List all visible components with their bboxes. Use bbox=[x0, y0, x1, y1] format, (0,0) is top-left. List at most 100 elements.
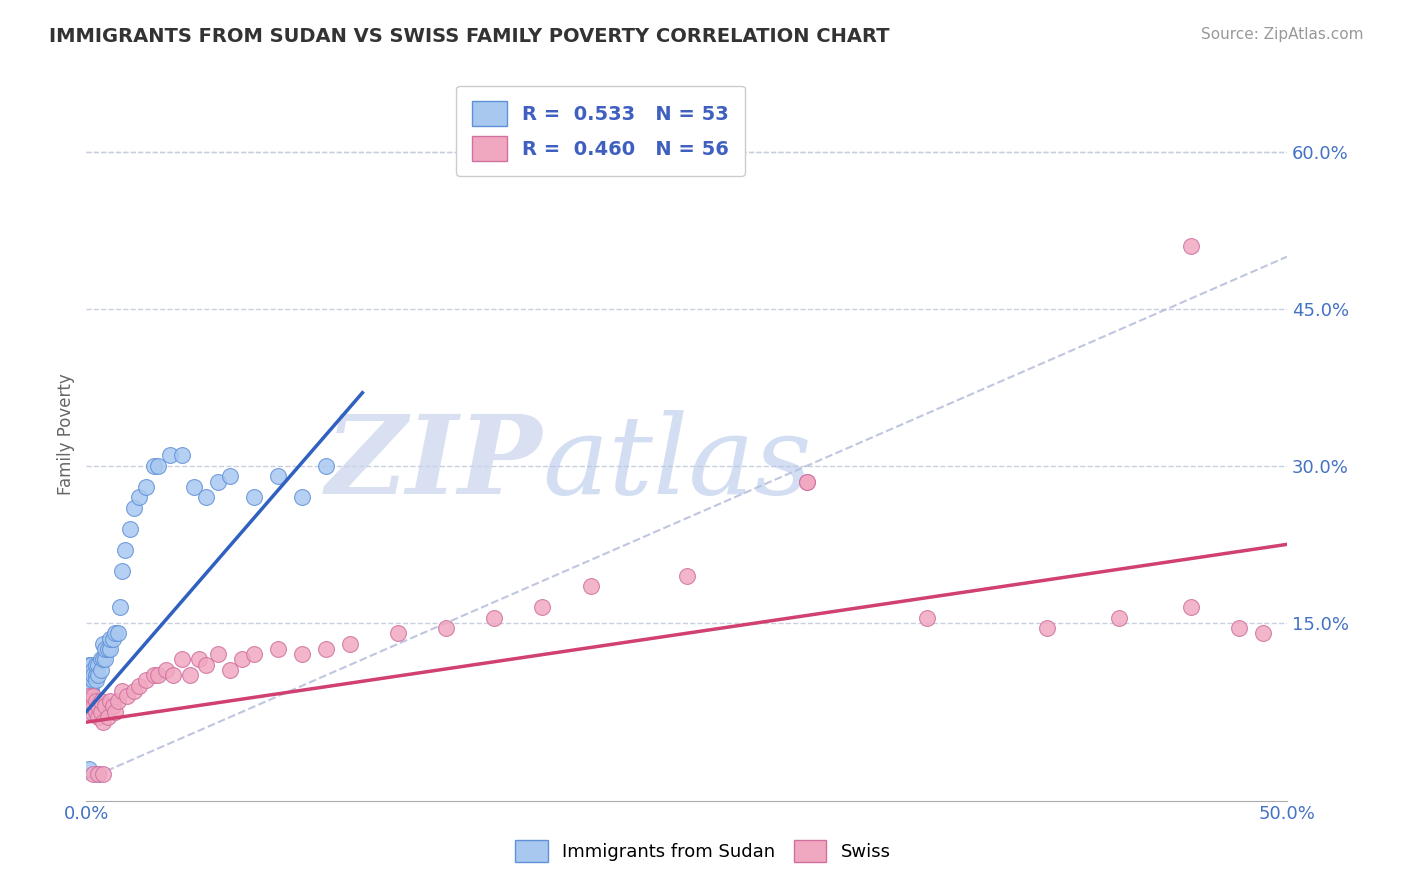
Point bbox=[128, 679, 150, 693]
Point bbox=[124, 500, 146, 515]
Point bbox=[94, 699, 117, 714]
Point bbox=[231, 652, 253, 666]
Point bbox=[77, 699, 100, 714]
Point bbox=[87, 699, 110, 714]
Point bbox=[77, 673, 100, 688]
Point bbox=[82, 668, 104, 682]
Point bbox=[77, 762, 100, 776]
Point bbox=[84, 673, 107, 688]
Point bbox=[77, 683, 100, 698]
Point bbox=[98, 642, 121, 657]
Point bbox=[90, 705, 112, 719]
Point bbox=[84, 694, 107, 708]
Point bbox=[82, 705, 104, 719]
Point bbox=[87, 710, 110, 724]
Point bbox=[172, 652, 194, 666]
Point bbox=[243, 491, 266, 505]
Point bbox=[118, 522, 141, 536]
Point bbox=[135, 480, 157, 494]
Point bbox=[84, 657, 107, 672]
Point bbox=[77, 668, 100, 682]
Point bbox=[87, 767, 110, 781]
Point bbox=[87, 657, 110, 672]
Point bbox=[179, 668, 201, 682]
Point bbox=[315, 642, 337, 657]
Point bbox=[84, 668, 107, 682]
Point bbox=[80, 679, 103, 693]
Point bbox=[107, 694, 129, 708]
Point bbox=[98, 694, 121, 708]
Text: atlas: atlas bbox=[543, 410, 813, 517]
Point bbox=[80, 683, 103, 698]
Point bbox=[915, 610, 938, 624]
Legend: R =  0.533   N = 53, R =  0.460   N = 56: R = 0.533 N = 53, R = 0.460 N = 56 bbox=[456, 86, 745, 177]
Point bbox=[183, 480, 205, 494]
Point bbox=[1035, 621, 1057, 635]
Point bbox=[90, 694, 112, 708]
Point bbox=[90, 652, 112, 666]
Text: Source: ZipAtlas.com: Source: ZipAtlas.com bbox=[1201, 27, 1364, 42]
Point bbox=[207, 475, 229, 489]
Point bbox=[436, 621, 458, 635]
Point bbox=[107, 626, 129, 640]
Point bbox=[1180, 600, 1202, 615]
Point bbox=[188, 652, 211, 666]
Point bbox=[796, 475, 818, 489]
Point bbox=[91, 637, 114, 651]
Point bbox=[80, 694, 103, 708]
Point bbox=[387, 626, 409, 640]
Point bbox=[104, 705, 127, 719]
Point bbox=[1108, 610, 1130, 624]
Point bbox=[128, 491, 150, 505]
Point bbox=[101, 632, 124, 646]
Point bbox=[243, 647, 266, 661]
Point bbox=[124, 683, 146, 698]
Point bbox=[84, 705, 107, 719]
Point bbox=[91, 767, 114, 781]
Point bbox=[108, 600, 131, 615]
Point bbox=[82, 699, 104, 714]
Point bbox=[531, 600, 554, 615]
Point bbox=[97, 710, 120, 724]
Point bbox=[579, 579, 602, 593]
Point bbox=[82, 767, 104, 781]
Point bbox=[155, 663, 177, 677]
Point bbox=[142, 668, 165, 682]
Y-axis label: Family Poverty: Family Poverty bbox=[58, 374, 75, 495]
Point bbox=[195, 491, 218, 505]
Point bbox=[98, 632, 121, 646]
Point bbox=[675, 568, 697, 582]
Point bbox=[80, 668, 103, 682]
Point bbox=[162, 668, 184, 682]
Point bbox=[104, 626, 127, 640]
Point bbox=[94, 642, 117, 657]
Point bbox=[291, 647, 314, 661]
Point bbox=[339, 637, 361, 651]
Point bbox=[219, 663, 242, 677]
Point bbox=[80, 694, 103, 708]
Point bbox=[80, 705, 103, 719]
Point bbox=[82, 689, 104, 703]
Point bbox=[484, 610, 506, 624]
Point bbox=[115, 689, 138, 703]
Point bbox=[80, 657, 103, 672]
Point bbox=[87, 668, 110, 682]
Point bbox=[111, 683, 134, 698]
Point bbox=[1180, 239, 1202, 253]
Point bbox=[195, 657, 218, 672]
Point bbox=[91, 652, 114, 666]
Point bbox=[82, 673, 104, 688]
Point bbox=[148, 458, 170, 473]
Point bbox=[111, 564, 134, 578]
Point bbox=[267, 642, 290, 657]
Point bbox=[315, 458, 337, 473]
Point bbox=[796, 475, 818, 489]
Point bbox=[82, 663, 104, 677]
Point bbox=[267, 469, 290, 483]
Point bbox=[94, 652, 117, 666]
Point bbox=[77, 657, 100, 672]
Text: ZIP: ZIP bbox=[326, 410, 543, 517]
Point bbox=[87, 767, 110, 781]
Legend: Immigrants from Sudan, Swiss: Immigrants from Sudan, Swiss bbox=[508, 833, 898, 870]
Point bbox=[1227, 621, 1250, 635]
